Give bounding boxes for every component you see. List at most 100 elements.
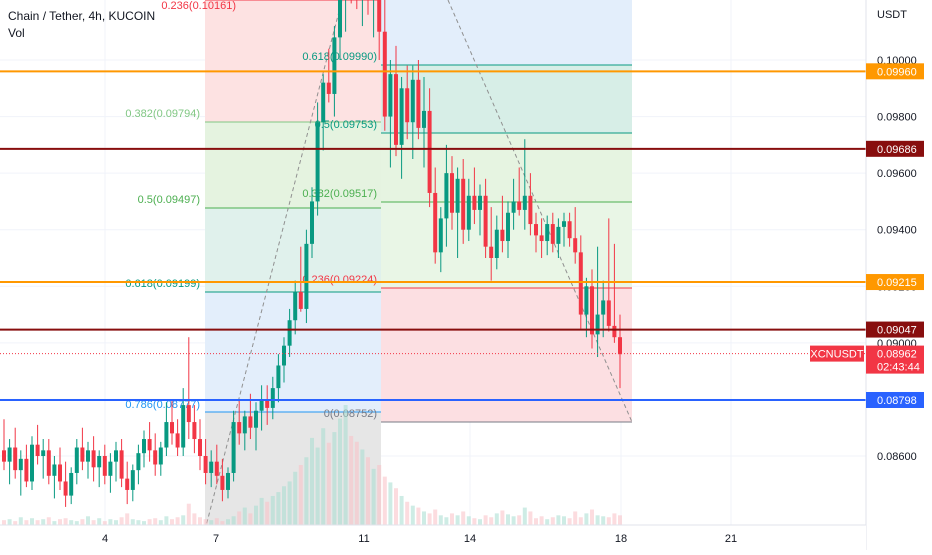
volume-bar bbox=[483, 515, 488, 525]
fib-level-label: 0.5(0.09497) bbox=[138, 194, 200, 206]
candle-body bbox=[410, 79, 415, 123]
volume-bar bbox=[410, 505, 415, 525]
candle-body bbox=[416, 79, 421, 128]
candle-body bbox=[175, 433, 180, 448]
volume-bar bbox=[265, 501, 270, 525]
candle-body bbox=[259, 399, 264, 411]
candle-body bbox=[13, 447, 18, 471]
volume-bar bbox=[489, 517, 494, 525]
volume-bar bbox=[450, 513, 454, 525]
candle-body bbox=[170, 422, 174, 434]
candle-body bbox=[147, 439, 152, 451]
candle-body bbox=[242, 416, 247, 434]
fib-level-label: 0(0.08752) bbox=[324, 408, 377, 420]
candle-body bbox=[287, 320, 292, 346]
volume-bar bbox=[24, 520, 29, 525]
volume-bar bbox=[416, 507, 421, 525]
level-price-tag[interactable] bbox=[866, 274, 924, 291]
fib-level-label: 0.5(0.09753) bbox=[315, 119, 377, 131]
level-price-tag[interactable] bbox=[866, 63, 924, 80]
candle-body bbox=[511, 201, 516, 213]
volume-bar bbox=[254, 505, 258, 525]
symbol-tag[interactable] bbox=[810, 345, 864, 362]
volume-bar bbox=[539, 516, 544, 525]
candle-body bbox=[130, 470, 135, 490]
volume-bar bbox=[618, 515, 622, 525]
candle-body bbox=[63, 481, 68, 496]
candle-body bbox=[41, 450, 46, 456]
candle-body bbox=[158, 447, 163, 465]
fib-zone bbox=[205, 0, 381, 122]
time-axis[interactable] bbox=[0, 525, 866, 550]
price-tick-label: 0.09600 bbox=[877, 168, 917, 180]
volume-bar bbox=[601, 516, 606, 525]
candle-body bbox=[192, 422, 197, 440]
fib-zone bbox=[205, 292, 381, 412]
volume-bar bbox=[181, 515, 186, 525]
fib-zone bbox=[381, 288, 632, 422]
candle-body bbox=[595, 314, 600, 335]
date-tick-label: 21 bbox=[725, 533, 737, 545]
candle-body bbox=[461, 178, 466, 230]
candle-body bbox=[422, 110, 426, 128]
candle-body bbox=[528, 195, 533, 225]
candle-body bbox=[7, 447, 12, 462]
candle-body bbox=[136, 453, 141, 471]
candle-body bbox=[102, 456, 107, 476]
candle-body bbox=[203, 456, 208, 473]
volume-bar bbox=[276, 492, 281, 525]
volume-bar bbox=[209, 520, 214, 525]
level-price-tag-text: 0.08798 bbox=[877, 395, 917, 407]
candle-body bbox=[545, 224, 550, 242]
volume-bar bbox=[360, 449, 365, 525]
candle-body bbox=[573, 238, 578, 253]
price-tick-label: 0.09400 bbox=[877, 225, 917, 237]
volume-bar bbox=[534, 518, 538, 525]
current-price-value: 0.08962 bbox=[877, 349, 917, 361]
candle-body bbox=[506, 212, 510, 242]
candle-body bbox=[186, 405, 191, 423]
candle-body bbox=[338, 0, 342, 38]
volume-bar bbox=[282, 486, 286, 525]
volume-bar bbox=[550, 517, 555, 525]
candle-body bbox=[478, 195, 482, 210]
candle-body bbox=[226, 472, 230, 490]
current-price-tag[interactable] bbox=[866, 345, 924, 374]
volume-bar bbox=[52, 521, 57, 525]
volume-bar bbox=[158, 520, 163, 525]
candle-body bbox=[164, 422, 169, 448]
volume-bar bbox=[97, 518, 102, 525]
volume-bar bbox=[142, 521, 146, 525]
candle-body bbox=[254, 410, 258, 428]
candle-body bbox=[466, 195, 471, 230]
level-price-tag-text: 0.09686 bbox=[877, 144, 917, 156]
candle-body bbox=[394, 74, 398, 145]
level-price-tag[interactable] bbox=[866, 391, 924, 408]
candle-body bbox=[114, 450, 118, 462]
volume-bar bbox=[494, 513, 499, 525]
candle-body bbox=[108, 461, 113, 476]
candle-body bbox=[472, 195, 477, 210]
candle-body bbox=[265, 399, 270, 408]
level-price-tag[interactable] bbox=[866, 140, 924, 157]
volume-bar bbox=[422, 511, 426, 525]
volume-bar bbox=[366, 457, 370, 525]
candle-body bbox=[69, 472, 74, 496]
level-price-tag-text: 0.09960 bbox=[877, 66, 917, 78]
candle-body bbox=[517, 201, 522, 210]
volume-bar bbox=[226, 519, 230, 525]
level-price-tag-text: 0.09047 bbox=[877, 325, 917, 337]
volume-bar bbox=[455, 515, 460, 525]
volume-bar bbox=[91, 520, 96, 525]
candle-body bbox=[24, 458, 29, 482]
candle-body bbox=[433, 192, 438, 253]
volume-bar bbox=[573, 511, 578, 525]
volume-bar bbox=[119, 517, 124, 525]
candle-body bbox=[584, 286, 589, 315]
symbol-title[interactable]: Chain / Tether, 4h, KUCOIN bbox=[8, 9, 156, 23]
volume-bar bbox=[69, 520, 74, 525]
level-price-tag[interactable] bbox=[866, 321, 924, 338]
volume-bar bbox=[125, 513, 130, 525]
